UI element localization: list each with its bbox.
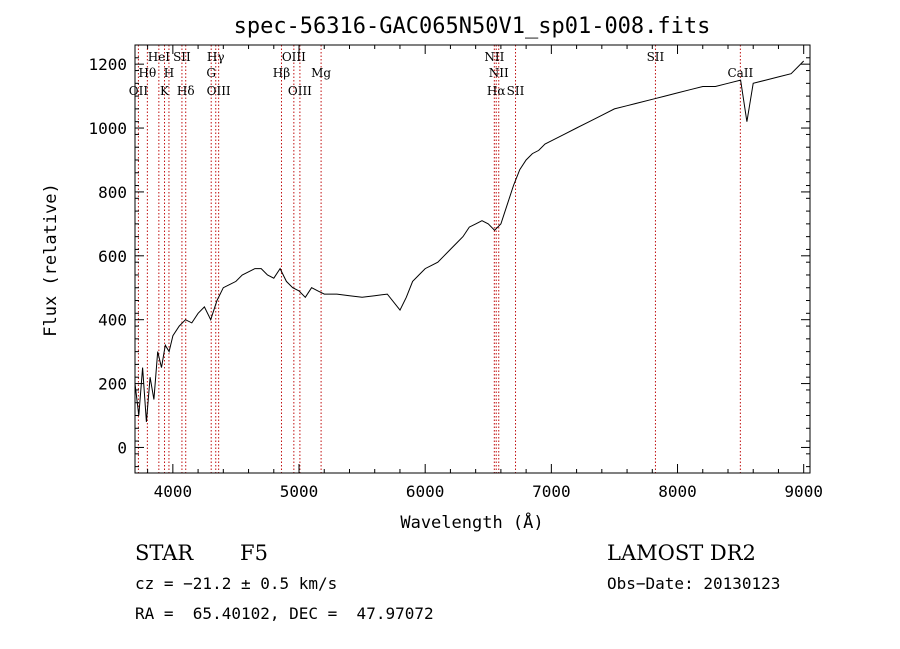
x-axis-label: Wavelength (Å) (400, 511, 543, 533)
line-label-8: Hγ (207, 50, 225, 64)
line-label-9: OIII (207, 84, 231, 98)
line-label-13: Mg (311, 66, 331, 80)
line-label-2: HeI (148, 50, 171, 64)
y-tick-label-0: 0 (117, 438, 127, 457)
line-labels: OII Hθ HeI KH SII Hδ G Hγ OIII Hβ OIII OIII Mg NII Hα N… (129, 50, 754, 98)
x-tick-label-0: 4000 (154, 482, 193, 501)
line-label-4: H (164, 66, 174, 80)
x-tick-label-1: 5000 (280, 482, 319, 501)
line-label-12: OIII (288, 84, 312, 98)
survey-name: LAMOST DR2 (607, 541, 756, 565)
line-label-16: NII (489, 66, 509, 80)
line-label-3: K (160, 84, 170, 98)
y-tick-label-5: 1000 (88, 119, 127, 138)
line-label-19: CaII (727, 66, 753, 80)
y-tick-label-6: 1200 (88, 55, 127, 74)
y-axis-label: Flux (relative) (41, 183, 61, 337)
coordinates: RA = 65.40102, DEC = 47.97072 (135, 604, 434, 623)
line-label-1: Hθ (139, 66, 157, 80)
plot-frame (134, 44, 811, 474)
line-label-0: OII (129, 84, 149, 98)
line-label-7: G (206, 66, 216, 80)
y-tick-label-2: 400 (98, 311, 127, 330)
line-label-10: Hβ (273, 66, 290, 80)
line-label-17: SII (507, 84, 525, 98)
chart-title: spec-56316-GAC065N50V1_sp01-008.fits (234, 14, 711, 39)
spectrum-line (134, 60, 805, 422)
y-tick-label-1: 200 (98, 375, 127, 394)
line-label-15: Hα (487, 84, 506, 98)
object-class: STAR (135, 541, 194, 565)
y-tick-label-4: 800 (98, 183, 127, 202)
y-axis: 0 200 400 600 800 1000 1200 (88, 55, 810, 468)
x-tick-label-5: 9000 (784, 482, 823, 501)
redshift-cz: cz = −21.2 ± 0.5 km/s (135, 574, 337, 593)
line-markers (137, 45, 741, 473)
line-label-6: Hδ (177, 84, 195, 98)
x-axis: 4000 5000 6000 7000 8000 9000 (147, 45, 823, 501)
obs-date: Obs−Date: 20130123 (607, 574, 780, 593)
x-tick-label-2: 6000 (406, 482, 445, 501)
x-tick-label-3: 7000 (532, 482, 571, 501)
line-label-14: NII (484, 50, 504, 64)
object-subclass: F5 (240, 541, 268, 565)
line-label-11: OIII (282, 50, 306, 64)
x-tick-label-4: 8000 (658, 482, 697, 501)
y-tick-label-3: 600 (98, 247, 127, 266)
line-label-18: SII (647, 50, 665, 64)
line-label-5: SII (173, 50, 191, 64)
